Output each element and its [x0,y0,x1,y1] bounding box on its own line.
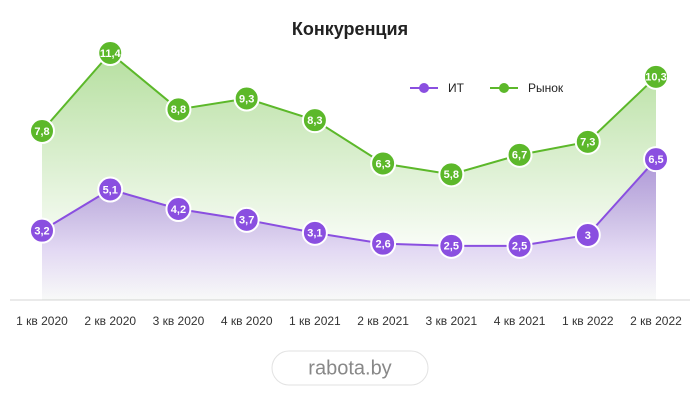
line [41,51,657,176]
value-label: 6,5 [648,154,663,166]
value-label: 3,2 [34,226,49,238]
value-label: 6,7 [512,150,527,162]
legend-label: ИТ [448,81,465,95]
point [438,161,465,188]
point [643,146,669,173]
value-label: 8,8 [171,104,186,116]
point [574,128,601,155]
value-label: 11,4 [100,48,122,60]
value-label: 2,6 [375,239,390,251]
value-label: 8,3 [307,115,322,127]
point [165,196,192,222]
value-label: 3 [585,230,591,242]
value-label: 9,3 [239,93,254,105]
value-label: 5,8 [444,169,459,181]
point [370,150,397,177]
point [643,63,669,90]
x-tick-label: 1 кв 2022 [562,314,614,328]
x-tick-label: 2 кв 2020 [84,314,136,328]
value-label: 2,5 [512,241,527,253]
x-tick-label: 4 кв 2021 [494,314,546,328]
area [42,159,656,300]
point [233,206,260,233]
x-tick-label: 1 кв 2021 [289,314,341,328]
line [41,158,657,247]
point [438,232,465,259]
x-tick-label: 3 кв 2020 [153,314,205,328]
legend-label: Рынок [528,81,564,95]
point [301,219,328,246]
point [97,40,124,66]
watermark-pill [271,350,429,386]
point [370,230,397,257]
x-tick-label: 4 кв 2020 [221,314,273,328]
value-label: 2,5 [444,241,459,253]
point [301,107,328,134]
legend-marker [499,83,509,93]
legend-marker [419,83,429,93]
value-label: 10,3 [645,72,666,84]
chart-title: Конкуренция [292,19,408,39]
value-label: 7,3 [580,137,595,149]
x-tick-label: 3 кв 2021 [425,314,477,328]
x-tick-label: 2 кв 2021 [357,314,409,328]
x-tick-label: 1 кв 2020 [16,314,68,328]
watermark: rabota.by [308,357,391,379]
point [97,176,124,203]
point [233,85,260,112]
point [574,222,601,248]
point [29,118,55,144]
point [165,96,192,123]
value-label: 6,3 [375,158,390,170]
value-label: 5,1 [103,184,118,196]
value-label: 3,1 [307,228,322,240]
value-label: 4,2 [171,204,186,216]
point [506,141,533,168]
point [29,217,55,244]
point [506,232,533,259]
x-tick-label: 2 кв 2022 [630,314,682,328]
value-label: 3,7 [239,215,254,227]
value-label: 7,8 [34,126,49,138]
